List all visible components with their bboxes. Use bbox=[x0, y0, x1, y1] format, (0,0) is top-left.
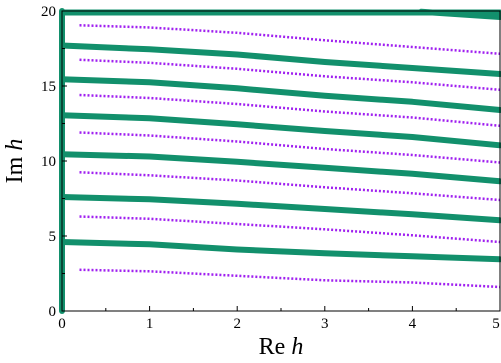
series-layer bbox=[59, 8, 501, 314]
x-tick-label-2: 2 bbox=[233, 316, 241, 332]
x-axis-label-main: Re bbox=[259, 334, 292, 360]
series-solid-3 bbox=[59, 42, 501, 77]
y-axis-label-main: Im bbox=[2, 151, 28, 184]
y-tick-label-2: 10 bbox=[41, 154, 56, 170]
y-axis-label: Im h bbox=[2, 139, 28, 184]
series-solid-4 bbox=[59, 76, 501, 113]
series-solid-7 bbox=[59, 194, 501, 224]
series-dotted-9 bbox=[79, 24, 501, 56]
series-dotted-11 bbox=[79, 93, 501, 128]
series-dotted-10 bbox=[79, 58, 501, 92]
y-tick-label-1: 5 bbox=[49, 229, 57, 245]
y-tick-label-3: 15 bbox=[41, 79, 56, 95]
series-dotted-13 bbox=[79, 171, 501, 202]
series-solid-6 bbox=[59, 151, 501, 185]
series-solid-8 bbox=[59, 239, 501, 263]
series-solid-5 bbox=[59, 112, 501, 149]
y-axis-label-var: h bbox=[2, 139, 28, 151]
series-solid-2 bbox=[418, 8, 501, 20]
x-axis-label: Re h bbox=[259, 334, 304, 360]
series-dotted-15 bbox=[79, 268, 501, 289]
series-dotted-12 bbox=[79, 131, 501, 164]
x-axis-label-var: h bbox=[291, 334, 303, 360]
y-tick-label-4: 20 bbox=[41, 4, 56, 20]
x-tick-label-4: 4 bbox=[409, 316, 417, 332]
y-tick-label-0: 0 bbox=[49, 304, 57, 320]
x-tick-label-3: 3 bbox=[321, 316, 329, 332]
x-tick-label-1: 1 bbox=[146, 316, 154, 332]
series-dotted-14 bbox=[79, 215, 501, 244]
x-tick-label-5: 5 bbox=[492, 316, 500, 332]
ticks-layer: 0 1 2 3 4 5 0 5 10 15 20 bbox=[41, 4, 501, 332]
x-tick-label-0: 0 bbox=[58, 316, 66, 332]
